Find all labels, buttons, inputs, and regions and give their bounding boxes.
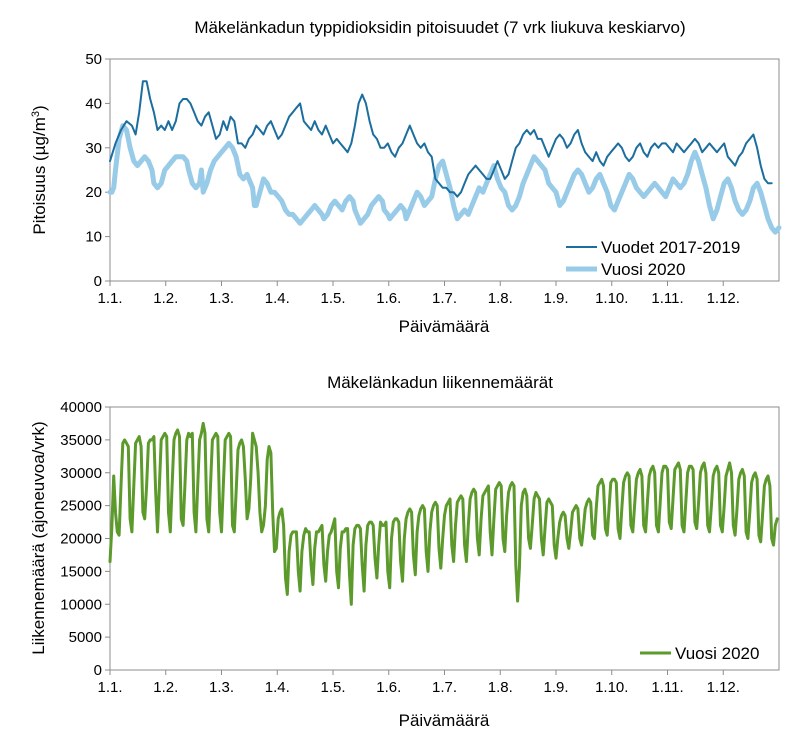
traffic-y-tick-label: 15000 [60,563,102,580]
traffic-plot-area [109,406,780,671]
traffic-y-tick-label: 40000 [60,399,102,416]
no2-x-tick-label: 1.3. [209,290,234,307]
no2-chart: Mäkelänkadun typpidioksidin pitoisuudet … [30,18,782,336]
no2-x-tick-label: 1.2. [153,290,178,307]
no2-x-tick-label: 1.10. [595,290,628,307]
no2-legend-label-0: Vuodet 2017-2019 [601,238,740,257]
traffic-x-tick-label: 1.6. [376,679,401,696]
no2-y-tick-label: 30 [85,140,102,157]
no2-x-tick-label: 1.8. [488,290,513,307]
traffic-y-tick-label: 35000 [60,432,102,449]
traffic-x-tick-label: 1.9. [543,679,568,696]
no2-x-tick-label: 1.4. [265,290,290,307]
no2-x-tick-label: 1.11. [651,290,683,307]
traffic-x-ticks: 1.1. 1.2. 1.3. 1.4. 1.5. 1.6. 1.7. 1.8. 1.9. 1.10… [97,670,740,696]
no2-x-tick-label: 1.7. [432,290,457,307]
traffic-y-axis-label: Liikennemäärä (ajoneuvoa/vrk) [29,421,48,654]
traffic-chart: Mäkelänkadun liikennemäärät 0 5000 10000 15… [29,373,780,730]
no2-series-line-0 [109,80,773,198]
traffic-x-tick-label: 1.5. [320,679,345,696]
traffic-y-tick-label: 25000 [60,498,102,515]
traffic-x-tick-label: 1.2. [153,679,178,696]
traffic-x-tick-label: 1.10. [595,679,628,696]
traffic-legend: Vuosi 2020 [640,644,759,663]
no2-y-tick-label: 40 [85,95,102,112]
no2-chart-title: Mäkelänkadun typpidioksidin pitoisuudet … [194,18,685,37]
no2-y-tick-label: 50 [85,51,102,68]
no2-x-tick-label: 1.9. [543,290,568,307]
traffic-y-tick-label: 5000 [69,629,102,646]
no2-y-ticks: 0 10 20 30 40 50 [85,51,110,290]
traffic-lines [108,421,779,606]
no2-y-tick-label: 20 [85,184,102,201]
no2-x-ticks: 1.1. 1.2. 1.3. 1.4. 1.5. 1.6. 1.7. 1.8. 1.9. 1.10… [97,281,740,307]
traffic-legend-label-0: Vuosi 2020 [675,644,759,663]
traffic-x-tick-label: 1.7. [432,679,457,696]
traffic-x-tick-label: 1.4. [265,679,290,696]
no2-y-axis-label-end: ) [30,105,49,111]
no2-y-axis-label: Pitoisuus (µg/m3) [30,105,49,234]
traffic-x-tick-label: 1.3. [209,679,234,696]
no2-y-tick-label: 10 [85,229,102,246]
no2-legend: Vuodet 2017-2019 Vuosi 2020 [566,238,740,279]
no2-x-tick-label: 1.6. [376,290,401,307]
no2-x-tick-label: 1.1. [97,290,122,307]
no2-series-line-1 [107,123,782,235]
no2-lines [107,80,782,235]
no2-x-tick-label: 1.5. [320,290,345,307]
traffic-y-tick-label: 20000 [60,531,102,548]
traffic-chart-title: Mäkelänkadun liikennemäärät [327,373,553,392]
no2-x-axis-label: Päivämäärä [399,317,490,336]
traffic-x-tick-label: 1.12. [707,679,740,696]
no2-x-tick-label: 1.12. [707,290,740,307]
no2-legend-label-1: Vuosi 2020 [601,260,685,279]
traffic-series-line-0 [108,421,779,606]
traffic-x-tick-label: 1.8. [488,679,513,696]
traffic-y-tick-label: 10000 [60,596,102,613]
no2-y-axis-label-sup: 3 [30,111,42,117]
traffic-y-tick-label: 0 [94,662,102,679]
no2-y-tick-label: 0 [94,273,102,290]
traffic-y-ticks: 0 5000 10000 15000 20000 25000 30000 35000 40000 [60,399,110,679]
traffic-x-tick-label: 1.11. [651,679,683,696]
no2-y-axis-label-main: Pitoisuus (µg/m [30,117,49,235]
traffic-x-tick-label: 1.1. [97,679,122,696]
traffic-y-tick-label: 30000 [60,465,102,482]
traffic-x-axis-label: Päivämäärä [399,711,490,730]
